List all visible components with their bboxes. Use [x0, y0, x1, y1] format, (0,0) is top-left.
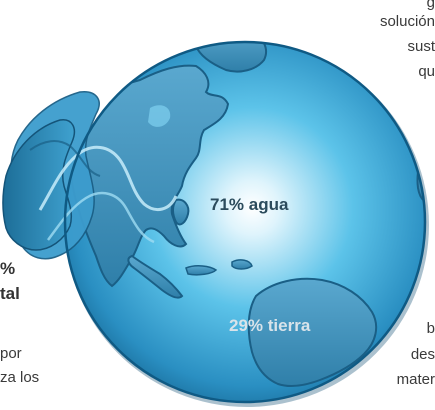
landmass-greenland	[194, 42, 268, 73]
landmass-caribbean-1	[185, 265, 218, 276]
landmass-bay	[148, 105, 171, 127]
land-percentage-label: 29% tierra	[229, 316, 311, 335]
water-percentage-label: 71% agua	[210, 195, 289, 214]
left-text-line-1: por	[0, 345, 22, 362]
globe-rim	[63, 40, 427, 404]
right-text-line-4: qu	[418, 63, 435, 80]
wave-overlay-front	[2, 119, 76, 251]
landmass-caribbean-2	[231, 259, 253, 270]
right-text-line-2: solución	[379, 13, 435, 30]
right-text-line-7: mater	[396, 371, 435, 388]
right-text-line-1: g	[426, 0, 435, 11]
left-text-line-2: za los	[0, 369, 40, 386]
landmass-south-america	[247, 277, 378, 388]
landmass-central-america	[127, 254, 184, 299]
right-text-line-5: b	[426, 320, 435, 337]
right-text-line-3: sust	[407, 38, 435, 55]
left-text-bold-2: tal	[0, 284, 20, 303]
wave-ripple-1	[38, 145, 178, 212]
left-text-bold-1: %	[0, 259, 16, 278]
landmass-europe-edge	[370, 42, 425, 100]
landmass-north-america	[68, 64, 230, 288]
wave-ripple-3	[29, 140, 101, 177]
landmass-florida	[172, 198, 190, 226]
right-text-line-6: des	[410, 346, 435, 363]
